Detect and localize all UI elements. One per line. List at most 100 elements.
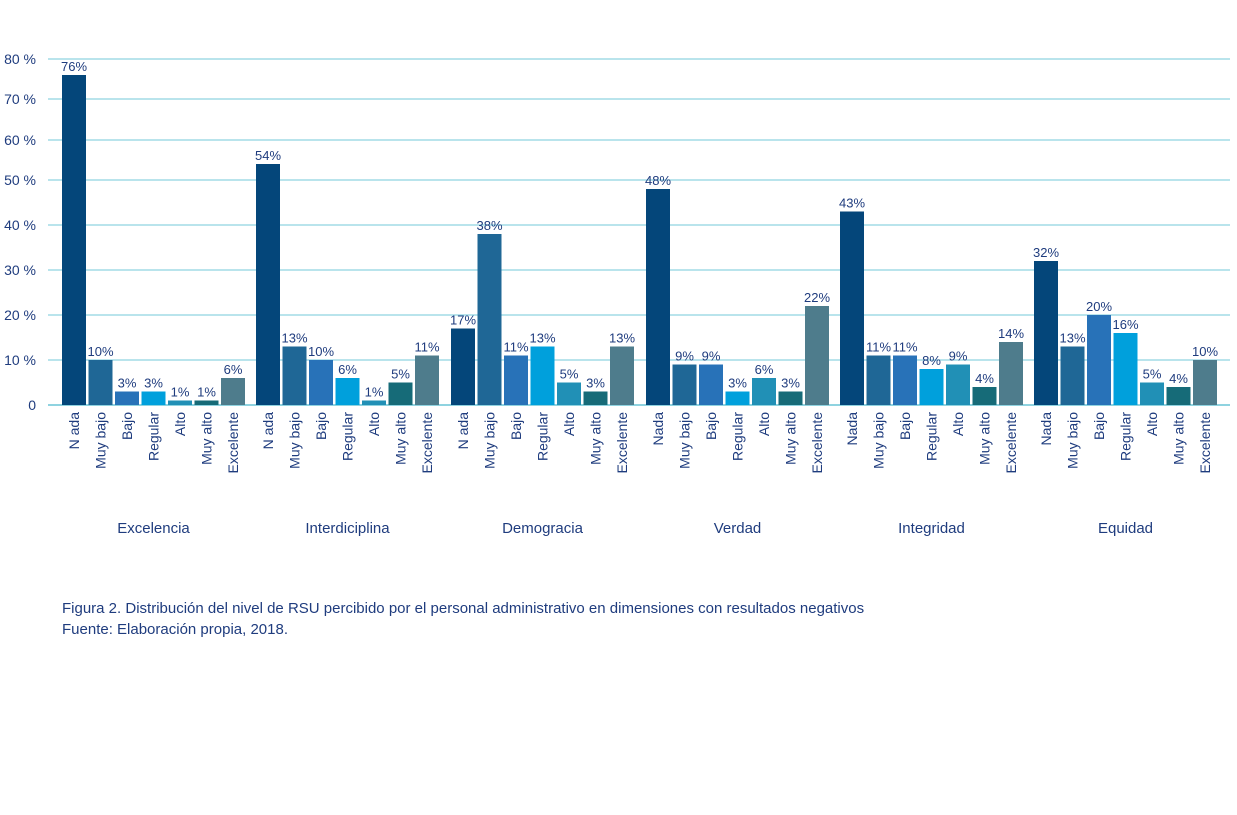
bar-interdiciplina-3 (335, 378, 360, 405)
x-tick-label: Regular (730, 412, 746, 461)
figure-caption: Figura 2. Distribución del nivel de RSU … (62, 598, 864, 640)
x-tick-label: Muy alto (199, 412, 215, 465)
bar-demogracia-2 (504, 355, 528, 405)
bar-equidad-0 (1034, 261, 1058, 405)
y-tick-label: 40 % (4, 217, 36, 233)
data-label: 54% (255, 148, 281, 163)
y-tick-label: 20 % (4, 307, 36, 323)
bar-integridad-5 (972, 387, 997, 405)
bar-excelencia-3 (141, 391, 166, 405)
bar-interdiciplina-2 (309, 360, 333, 405)
data-label: 16% (1112, 317, 1138, 332)
x-tick-label: N ada (260, 412, 276, 450)
bar-equidad-3 (1113, 333, 1138, 405)
x-tick-label: Alto (561, 412, 577, 436)
bar-integridad-1 (866, 355, 891, 405)
data-label: 11% (414, 340, 439, 355)
bar-excelencia-0 (62, 75, 86, 405)
bar-excelencia-4 (168, 400, 192, 405)
bar-excelencia-5 (194, 400, 219, 405)
bar-excelencia-2 (115, 391, 139, 405)
bar-equidad-4 (1140, 382, 1164, 405)
x-tick-label: Muy bajo (1065, 412, 1081, 469)
bar-integridad-6 (999, 342, 1023, 405)
data-label: 11% (892, 340, 917, 355)
data-label: 76% (61, 59, 87, 74)
data-label: 9% (675, 349, 694, 364)
x-tick-label: Excelente (1197, 412, 1213, 474)
bar-interdiciplina-5 (388, 382, 413, 405)
x-tick-label: Muy alto (393, 412, 409, 465)
data-label: 10% (308, 344, 334, 359)
x-tick-label: Alto (756, 412, 772, 436)
bar-verdad-5 (778, 391, 803, 405)
bar-equidad-2 (1087, 315, 1111, 405)
data-label: 6% (755, 362, 774, 377)
bar-integridad-3 (919, 369, 944, 405)
y-tick-label: 10 % (4, 352, 36, 368)
y-tick-label: 60 % (4, 132, 36, 148)
x-tick-label: Bajo (897, 412, 913, 440)
data-label: 11% (866, 340, 891, 355)
bar-demogracia-0 (451, 328, 475, 405)
bar-equidad-5 (1166, 387, 1191, 405)
data-label: 11% (503, 340, 528, 355)
data-label: 13% (529, 331, 555, 346)
x-tick-label: Nada (844, 412, 860, 446)
data-label: 1% (197, 385, 216, 400)
data-label: 9% (949, 349, 968, 364)
bar-verdad-2 (699, 364, 723, 405)
y-tick-label: 70 % (4, 91, 36, 107)
x-tick-label: Muy bajo (871, 412, 887, 469)
x-tick-label: Regular (340, 412, 356, 461)
x-tick-label: Excelente (809, 412, 825, 474)
data-label: 13% (609, 331, 635, 346)
group-label: Excelencia (117, 520, 190, 537)
data-label: 3% (586, 376, 605, 391)
data-label: 5% (1143, 367, 1162, 382)
bar-interdiciplina-4 (362, 400, 386, 405)
x-tick-label: Muy alto (783, 412, 799, 465)
caption-source: Fuente: Elaboración propia, 2018. (62, 621, 288, 638)
x-tick-label: Muy alto (977, 412, 993, 465)
group-label: Equidad (1098, 520, 1153, 537)
data-label: 5% (560, 367, 579, 382)
bar-verdad-6 (805, 306, 829, 405)
x-tick-label: Muy bajo (482, 412, 498, 469)
bar-excelencia-6 (221, 378, 245, 405)
caption-title: Figura 2. Distribución del nivel de RSU … (62, 600, 865, 617)
data-label: 6% (338, 362, 357, 377)
data-label: 14% (998, 326, 1024, 341)
data-label: 38% (476, 218, 502, 233)
bar-excelencia-1 (88, 360, 113, 405)
data-label: 13% (1059, 331, 1085, 346)
bar-interdiciplina-1 (282, 346, 307, 405)
x-tick-label: Bajo (313, 412, 329, 440)
x-tick-label: Excelente (614, 412, 630, 474)
y-tick-label: 80 % (4, 51, 36, 67)
bar-interdiciplina-6 (415, 355, 439, 405)
bar-demogracia-3 (530, 346, 555, 405)
x-tick-label: Nada (650, 412, 666, 446)
x-tick-label: Muy bajo (677, 412, 693, 469)
x-tick-label: Alto (950, 412, 966, 436)
x-tick-label: Muy alto (1171, 412, 1187, 465)
x-tick-label: Excelente (419, 412, 435, 474)
y-tick-label: 50 % (4, 172, 36, 188)
bar-verdad-1 (672, 364, 697, 405)
bar-demogracia-6 (610, 346, 634, 405)
data-label: 32% (1033, 245, 1059, 260)
data-label: 3% (118, 376, 137, 391)
data-label: 3% (728, 376, 747, 391)
bar-integridad-2 (893, 355, 917, 405)
y-tick-label: 30 % (4, 262, 36, 278)
bar-verdad-3 (725, 391, 750, 405)
group-label: Verdad (714, 520, 762, 537)
bar-verdad-4 (752, 378, 776, 405)
data-label: 8% (922, 353, 941, 368)
x-tick-label: Bajo (508, 412, 524, 440)
x-tick-label: N ada (455, 412, 471, 450)
data-label: 5% (391, 367, 410, 382)
data-label: 3% (144, 376, 163, 391)
